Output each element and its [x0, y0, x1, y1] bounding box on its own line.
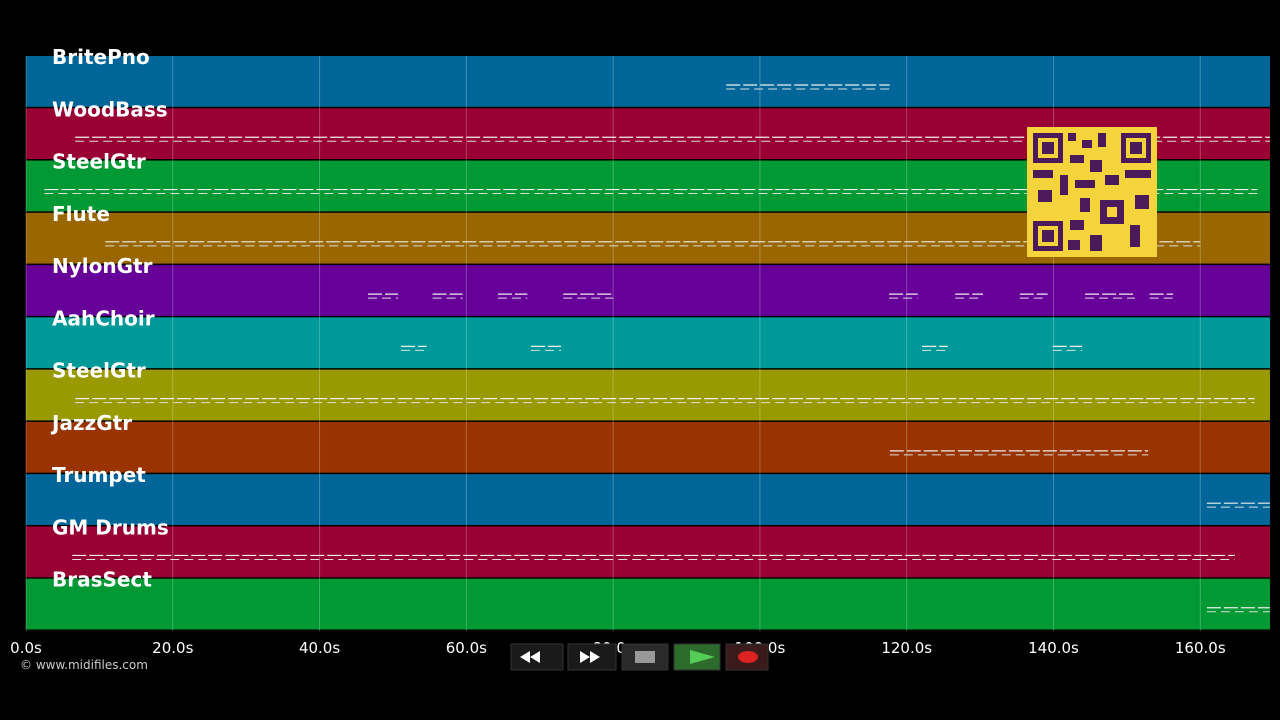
play-button[interactable]: [673, 643, 721, 671]
note-span: [563, 293, 614, 299]
note-span: [1085, 293, 1135, 299]
track-lane: [26, 317, 1270, 369]
track-lane: [26, 474, 1270, 525]
note-span: [401, 345, 427, 351]
tick-label: 60.0s: [446, 639, 487, 657]
track-name: Flute: [52, 202, 110, 226]
track-lane: [26, 56, 1270, 107]
tick-label: 20.0s: [152, 639, 193, 657]
track-lane: [26, 369, 1270, 421]
tick-label: 120.0s: [881, 639, 932, 657]
note-span: [1149, 293, 1174, 299]
track-name: NylonGtr: [52, 254, 153, 278]
track-name: BrasSect: [52, 568, 152, 592]
time-axis: 0.0s20.0s40.0s60.0s80.0s100.0s120.0s140.…: [10, 639, 1226, 657]
note-span: [530, 345, 562, 351]
note-span: [1206, 502, 1270, 508]
track-name: JazzGtr: [50, 411, 132, 435]
track-name: SteelGtr: [52, 150, 146, 174]
credit: © www.midifiles.com: [20, 658, 148, 672]
note-span: [1019, 293, 1048, 299]
note-span: [726, 84, 890, 90]
track-name: AahChoir: [52, 306, 155, 330]
note-span: [1206, 607, 1270, 613]
track-lane: [26, 421, 1270, 473]
note-span: [922, 345, 948, 351]
note-span: [889, 293, 918, 299]
track-lane: [26, 265, 1270, 316]
track-name: SteelGtr: [52, 359, 146, 383]
note-span: [105, 241, 1201, 247]
qr-code: [1027, 127, 1157, 257]
note-span: [889, 450, 1149, 456]
track-name: GM Drums: [52, 515, 169, 539]
note-span: [955, 293, 984, 299]
playback-controls: [510, 643, 769, 671]
note-span: [368, 293, 399, 299]
record-button[interactable]: [725, 643, 769, 671]
track-lane: [26, 578, 1270, 630]
rewind-button[interactable]: [510, 643, 564, 671]
track-name: WoodBass: [52, 97, 168, 121]
track-lane: [26, 526, 1270, 578]
note-span: [432, 293, 463, 299]
track-name: BritePno: [52, 45, 150, 69]
note-span: [497, 293, 528, 299]
tick-label: 160.0s: [1175, 639, 1226, 657]
forward-button[interactable]: [567, 643, 617, 671]
tick-label: 0.0s: [10, 639, 42, 657]
note-span: [1052, 345, 1083, 351]
note-span: [75, 398, 1255, 404]
note-span: [72, 554, 1235, 560]
track-name: Trumpet: [52, 463, 146, 487]
tick-label: 140.0s: [1028, 639, 1079, 657]
stop-button[interactable]: [621, 643, 669, 671]
tick-label: 40.0s: [299, 639, 340, 657]
